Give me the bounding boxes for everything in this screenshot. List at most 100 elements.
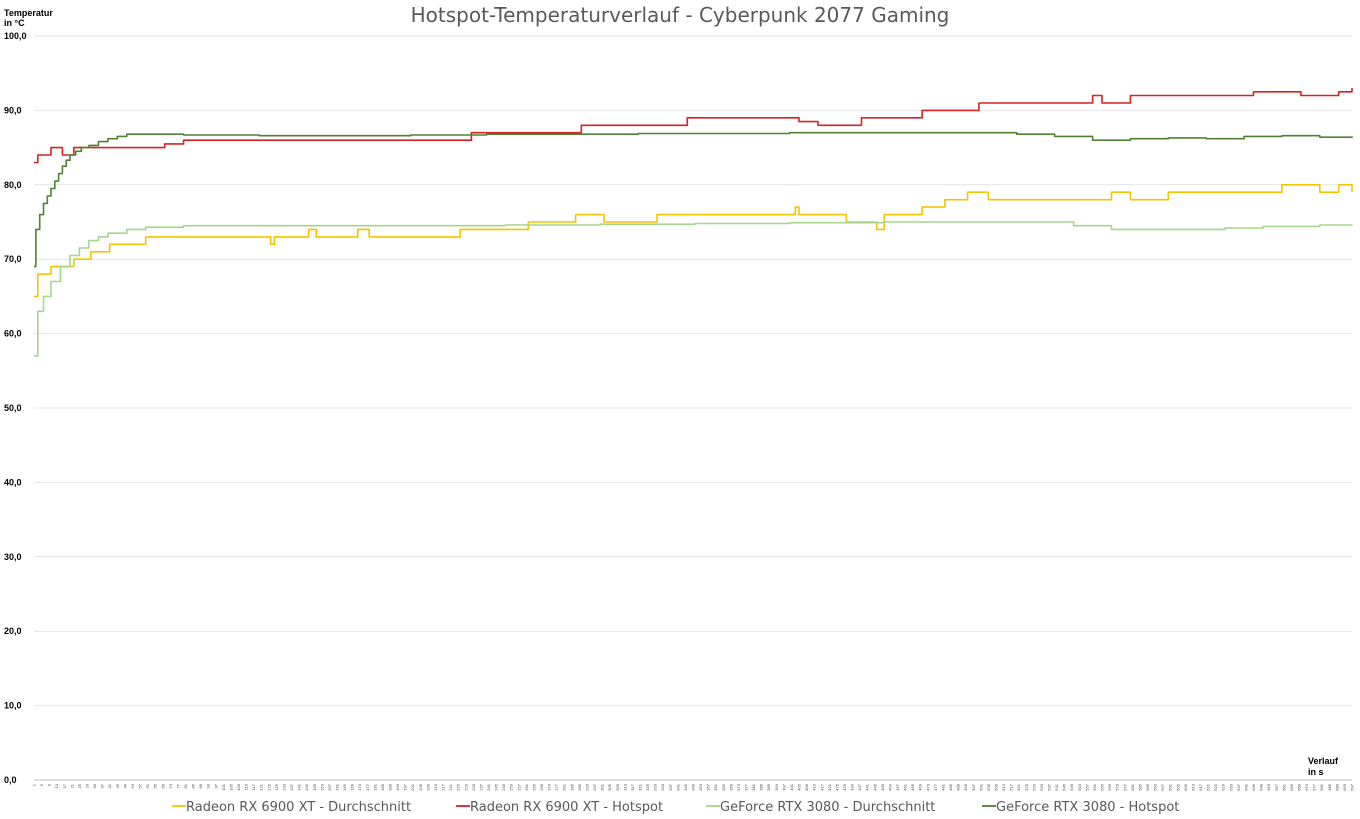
- y-tick-label: 20,0: [4, 626, 22, 636]
- x-tick-label: 53: [130, 783, 135, 788]
- x-tick-label: 277: [554, 783, 559, 790]
- x-tick-label: 253: [509, 783, 514, 790]
- y-tick-label: 40,0: [4, 477, 22, 487]
- x-tick-label: 505: [986, 783, 991, 790]
- x-tick-label: 357: [706, 783, 711, 790]
- x-tick-label: 573: [1115, 783, 1120, 790]
- y-tick-label: 60,0: [4, 329, 22, 339]
- x-tick-label: 373: [736, 783, 741, 790]
- x-tick-label: 145: [304, 783, 309, 790]
- x-tick-label: 181: [372, 783, 377, 790]
- x-tick-label: 569: [1107, 783, 1112, 790]
- x-tick-label: 397: [781, 783, 786, 790]
- x-tick-label: 685: [1327, 783, 1332, 790]
- x-tick-label: 673: [1304, 783, 1309, 790]
- legend-label: GeForce RTX 3080 - Hotspot: [996, 800, 1179, 815]
- x-tick-label: 9: [47, 783, 52, 786]
- x-tick-label: 245: [494, 783, 499, 790]
- x-tick-label: 85: [191, 783, 196, 788]
- x-tick-label: 21: [69, 783, 74, 788]
- x-tick-label: 173: [357, 783, 362, 790]
- x-tick-label: 133: [281, 783, 286, 790]
- x-tick-label: 337: [668, 783, 673, 790]
- x-tick-label: 241: [486, 783, 491, 790]
- x-tick-label: 217: [441, 783, 446, 790]
- x-tick-label: 129: [274, 783, 279, 790]
- x-tick-label: 341: [675, 783, 680, 790]
- x-tick-label: 349: [691, 783, 696, 790]
- x-tick-label: 17: [62, 783, 67, 788]
- y-tick-labels: 0,0 10,0 20,0 30,0 40,0 50,0 60,0 70,0 80,0 90,0 1…: [4, 31, 27, 785]
- x-tick-label: 65: [153, 783, 158, 788]
- x-tick-label: 325: [645, 783, 650, 790]
- x-tick-labels: 1 5 9 13 17 21 25 29 33 37 41 45 49 53 57 61 65 69 73 77 81 8…: [32, 783, 1355, 790]
- x-tick-label: 293: [584, 783, 589, 790]
- x-tick-label: 141: [297, 783, 302, 790]
- x-tick-label: 693: [1342, 783, 1347, 790]
- x-tick-label: 165: [342, 783, 347, 790]
- x-tick-label: 177: [365, 783, 370, 790]
- x-tick-label: 677: [1312, 783, 1317, 790]
- x-tick-label: 109: [236, 783, 241, 790]
- x-tick-label: 369: [728, 783, 733, 790]
- x-tick-label: 213: [433, 783, 438, 790]
- x-tick-label: 193: [395, 783, 400, 790]
- x-tick-label: 29: [85, 783, 90, 788]
- x-tick-label: 421: [827, 783, 832, 790]
- y-tick-label: 90,0: [4, 105, 22, 115]
- x-tick-label: 209: [425, 783, 430, 790]
- series-line-0: [34, 184, 1353, 298]
- series-line-2: [34, 221, 1353, 357]
- x-axis-label-line2: in s: [1308, 767, 1324, 777]
- series-line-3: [34, 131, 1353, 268]
- x-tick-label: 41: [107, 783, 112, 788]
- x-tick-label: 437: [857, 783, 862, 790]
- x-tick-label: 457: [895, 783, 900, 790]
- x-tick-label: 697: [1350, 783, 1355, 790]
- x-tick-label: 57: [138, 783, 143, 788]
- legend-label: Radeon RX 6900 XT - Durchschnitt: [186, 800, 411, 815]
- x-tick-label: 393: [774, 783, 779, 790]
- x-tick-label: 533: [1039, 783, 1044, 790]
- y-axis-label-line1: Temperatur: [4, 8, 53, 18]
- x-tick-label: 477: [933, 783, 938, 790]
- x-tick-label: 161: [334, 783, 339, 790]
- x-tick-label: 605: [1175, 783, 1180, 790]
- x-tick-label: 465: [910, 783, 915, 790]
- x-tick-label: 249: [501, 783, 506, 790]
- x-tick-label: 601: [1168, 783, 1173, 790]
- y-tick-label: 10,0: [4, 701, 22, 711]
- x-tick-label: 121: [259, 783, 264, 790]
- x-tick-label: 377: [744, 783, 749, 790]
- x-tick-label: 657: [1274, 783, 1279, 790]
- x-tick-label: 329: [653, 783, 658, 790]
- legend-label: Radeon RX 6900 XT - Hotspot: [470, 800, 663, 815]
- x-tick-label: 537: [1047, 783, 1052, 790]
- x-tick-label: 641: [1243, 783, 1248, 790]
- x-tick-label: 441: [865, 783, 870, 790]
- x-tick-label: 405: [797, 783, 802, 790]
- x-tick-label: 481: [940, 783, 945, 790]
- x-tick-label: 33: [92, 783, 97, 788]
- x-tick-label: 265: [531, 783, 536, 790]
- x-tick-label: 137: [289, 783, 294, 790]
- x-tick-label: 501: [978, 783, 983, 790]
- y-tick-label: 30,0: [4, 552, 22, 562]
- x-tick-label: 97: [213, 783, 218, 788]
- x-tick-label: 589: [1145, 783, 1150, 790]
- x-tick-label: 273: [547, 783, 552, 790]
- x-tick-label: 413: [812, 783, 817, 790]
- x-tick-label: 69: [160, 783, 165, 788]
- x-tick-label: 629: [1221, 783, 1226, 790]
- x-tick-label: 309: [615, 783, 620, 790]
- x-tick-label: 345: [683, 783, 688, 790]
- chart-title: Hotspot-Temperaturverlauf - Cyberpunk 20…: [411, 3, 950, 27]
- x-tick-label: 1: [32, 783, 37, 786]
- x-tick-label: 597: [1160, 783, 1165, 790]
- x-tick-label: 577: [1122, 783, 1127, 790]
- x-tick-label: 105: [228, 783, 233, 790]
- x-tick-label: 225: [456, 783, 461, 790]
- x-tick-label: 313: [622, 783, 627, 790]
- x-tick-label: 509: [993, 783, 998, 790]
- x-tick-label: 517: [1009, 783, 1014, 790]
